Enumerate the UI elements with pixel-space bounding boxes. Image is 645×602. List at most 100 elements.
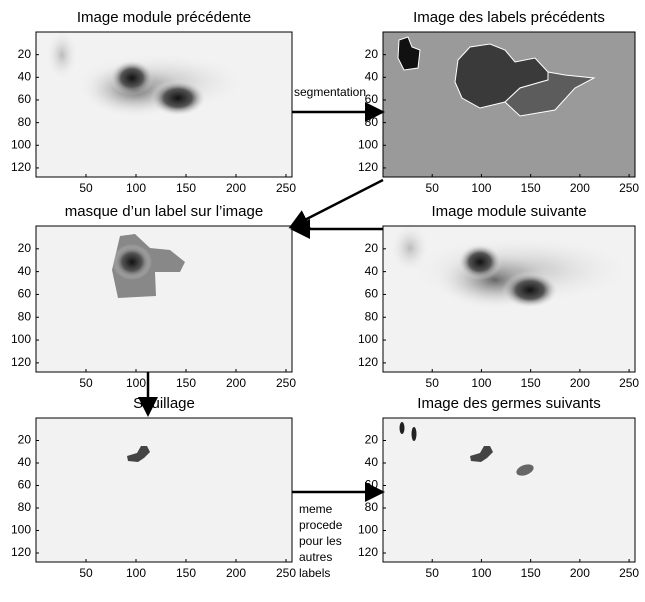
y-tick-label: 40 (18, 455, 32, 469)
y-tick-label: 100 (11, 332, 31, 346)
x-tick-label: 100 (126, 376, 146, 390)
x-tick-label: 50 (426, 566, 440, 580)
frame (382, 31, 636, 178)
image-labels-precedents (383, 32, 635, 177)
arrow-label-line: procede (299, 518, 343, 532)
y-tick-label: 80 (365, 115, 379, 129)
y-tick-label: 40 (365, 264, 379, 278)
panel-title: Image module suivante (431, 203, 586, 220)
x-tick-label: 250 (619, 181, 639, 195)
x-tick-label: 250 (619, 566, 639, 580)
panel: Seuillage 20 40 60 80 100 120 50 100 150 200 250 (11, 395, 296, 580)
arrow-label-line: meme (299, 502, 333, 516)
y-tick-label: 100 (358, 523, 378, 537)
frame (35, 225, 293, 373)
panel: Image module suivante 20 40 60 80 100 120 50 100… (358, 203, 639, 390)
x-tick-label: 250 (619, 376, 639, 390)
y-tick-label: 60 (18, 287, 32, 301)
x-tick-label: 250 (276, 566, 296, 580)
image-masque (36, 226, 292, 372)
y-tick-label: 80 (18, 309, 32, 323)
y-tick-label: 80 (18, 500, 32, 514)
x-tick-label: 50 (426, 376, 440, 390)
y-tick-label: 20 (365, 241, 379, 255)
x-tick-label: 150 (521, 376, 541, 390)
frame (35, 417, 293, 563)
y-tick-label: 60 (365, 92, 379, 106)
y-tick-label: 60 (18, 92, 32, 106)
x-tick-label: 100 (471, 181, 491, 195)
x-tick-label: 100 (126, 566, 146, 580)
x-tick-label: 200 (226, 181, 246, 195)
image-module-suivante (383, 223, 635, 372)
image-seuillage (36, 418, 292, 562)
x-tick-label: 50 (79, 566, 93, 580)
y-tick-label: 20 (18, 433, 32, 447)
x-tick-label: 100 (126, 181, 146, 195)
panel-title: Image des labels précédents (413, 9, 605, 26)
frame (35, 31, 293, 178)
x-tick-label: 250 (276, 181, 296, 195)
x-tick-label: 150 (176, 566, 196, 580)
y-tick-label: 120 (358, 160, 378, 174)
arrow-label-line: pour les (299, 534, 342, 548)
panel-title: Seuillage (133, 395, 195, 412)
y-tick-label: 120 (358, 545, 378, 559)
y-tick-label: 60 (365, 287, 379, 301)
x-tick-label: 200 (570, 566, 590, 580)
y-tick-label: 100 (358, 137, 378, 151)
x-tick-label: 150 (521, 181, 541, 195)
y-tick-label: 40 (18, 264, 32, 278)
arrow-label: segmentation (294, 85, 366, 99)
x-tick-label: 50 (79, 181, 93, 195)
y-tick-label: 20 (365, 47, 379, 61)
panel: Image module précédente 20 40 60 80 100 120 50 1… (11, 9, 296, 195)
y-tick-label: 40 (365, 455, 379, 469)
panel-title: Image module précédente (77, 9, 251, 26)
y-tick-label: 20 (18, 241, 32, 255)
y-tick-label: 80 (365, 309, 379, 323)
y-tick-label: 80 (18, 115, 32, 129)
x-tick-label: 200 (226, 376, 246, 390)
arrows (138, 102, 385, 502)
x-tick-label: 50 (79, 376, 93, 390)
y-tick-label: 40 (365, 69, 379, 83)
y-tick-label: 20 (18, 47, 32, 61)
x-tick-label: 250 (276, 376, 296, 390)
x-tick-label: 100 (471, 376, 491, 390)
y-tick-label: 120 (358, 355, 378, 369)
y-tick-label: 120 (11, 355, 31, 369)
image-module-precedente (36, 29, 292, 177)
x-tick-label: 150 (176, 376, 196, 390)
panel: Image des germes suivants 20 40 60 80 100 120 5… (358, 395, 639, 580)
x-tick-label: 200 (570, 376, 590, 390)
y-tick-label: 80 (365, 500, 379, 514)
arrow-label-line: autres (299, 550, 332, 564)
arrow-label-group: meme procede pour les autres labels (299, 502, 343, 580)
x-tick-label: 200 (226, 566, 246, 580)
y-tick-label: 20 (365, 433, 379, 447)
x-tick-label: 150 (521, 566, 541, 580)
x-tick-label: 50 (426, 181, 440, 195)
panel: Image des labels précédents 20 40 60 80 100 12… (358, 9, 639, 195)
y-tick-label: 60 (18, 478, 32, 492)
panel: masque d’un label sur l’image 20 40 60 80 100… (11, 203, 296, 390)
x-tick-label: 150 (176, 181, 196, 195)
y-tick-label: 100 (11, 523, 31, 537)
y-tick-label: 120 (11, 160, 31, 174)
y-tick-label: 40 (18, 69, 32, 83)
panel-title: masque d’un label sur l’image (65, 203, 263, 220)
y-tick-label: 120 (11, 545, 31, 559)
panel-title: Image des germes suivants (417, 395, 600, 412)
y-tick-label: 60 (365, 478, 379, 492)
x-tick-label: 200 (570, 181, 590, 195)
frame (382, 225, 636, 373)
arrow-label-line: labels (299, 566, 330, 580)
image-germes-suivants (383, 418, 635, 562)
frame (382, 417, 636, 563)
y-tick-label: 100 (11, 137, 31, 151)
y-tick-label: 100 (358, 332, 378, 346)
x-tick-label: 100 (471, 566, 491, 580)
